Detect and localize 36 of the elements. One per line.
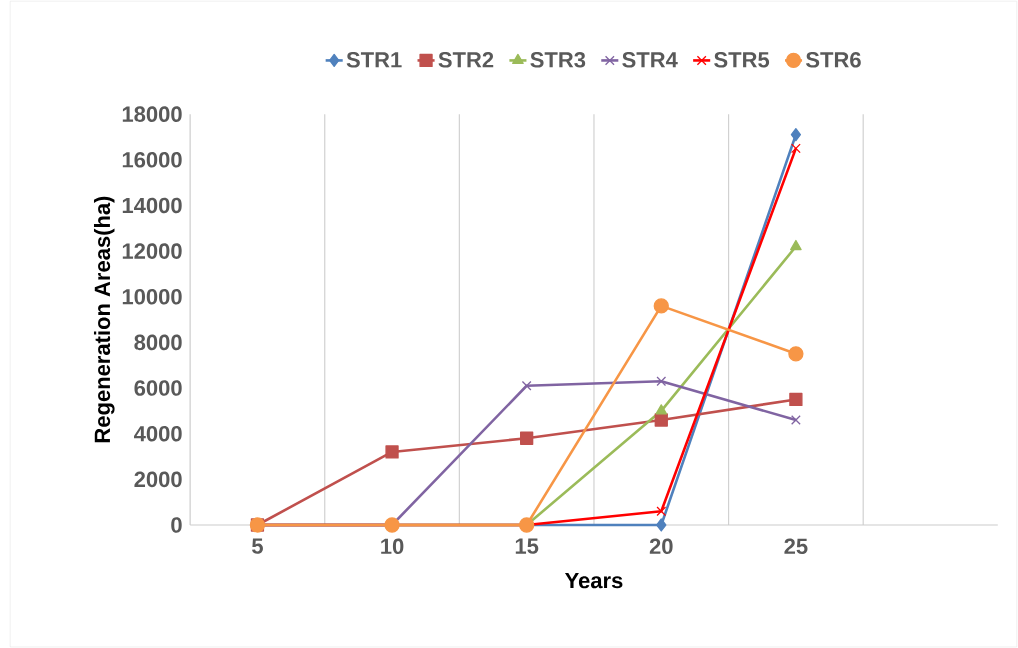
x-tick-label: 5 (251, 538, 263, 554)
legend-label: STR1 (346, 51, 402, 68)
point (788, 346, 804, 362)
y-tick-label: 6000 (134, 380, 182, 396)
point (654, 413, 668, 427)
x-tick-label: 20 (649, 538, 673, 555)
point (656, 518, 667, 532)
point (520, 431, 534, 445)
x-tick-label: 10 (381, 538, 404, 555)
point (789, 392, 803, 407)
point (656, 506, 667, 517)
point (521, 380, 532, 391)
point (656, 376, 667, 387)
y-tick-label: 18000 (122, 106, 182, 122)
y-tick-label: 10000 (122, 288, 182, 305)
y-tick-label: 12000 (122, 243, 182, 259)
point (790, 127, 802, 142)
legend-label: STR4 (622, 51, 678, 68)
y-tick-label: 14000 (122, 197, 182, 214)
point (791, 143, 801, 154)
y-tick-label: 16000 (122, 151, 182, 168)
x-axis-title: Years (564, 572, 623, 589)
point (791, 415, 801, 425)
y-tick-label: 0 (171, 517, 182, 533)
point (653, 298, 669, 314)
y-axis-title: Regeneration Areas(ha) (93, 196, 115, 443)
legend-label: STR2 (438, 51, 494, 68)
x-tick-label: 25 (784, 538, 808, 555)
point (385, 445, 399, 459)
y-tick-label: 8000 (134, 334, 182, 351)
legend-label: STR3 (530, 51, 586, 68)
legend-label: STR6 (805, 51, 861, 68)
y-tick-label: 2000 (134, 471, 182, 488)
legend-label: STR5 (714, 51, 770, 68)
y-tick-label: 4000 (134, 425, 182, 442)
x-tick-label: 15 (515, 538, 539, 554)
